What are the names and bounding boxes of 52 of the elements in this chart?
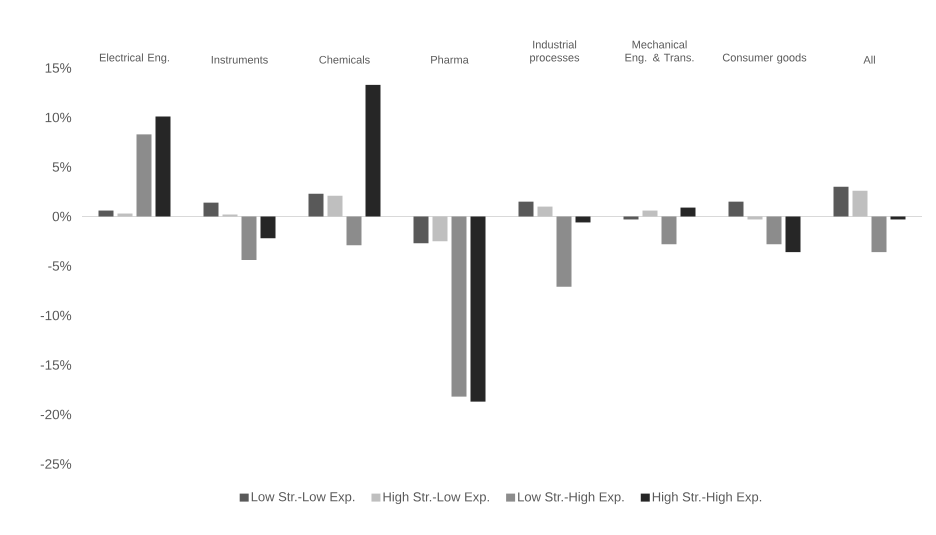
bar xyxy=(890,216,906,220)
y-tick-label: 10% xyxy=(46,112,72,122)
bar xyxy=(748,216,763,220)
bar xyxy=(136,134,152,216)
bar xyxy=(872,216,887,252)
bar xyxy=(156,116,170,216)
bar xyxy=(260,216,276,238)
legend-label: Low Str.-Low Exp. xyxy=(252,492,354,504)
x-tick-label: Electrical Eng. xyxy=(100,53,169,64)
bar xyxy=(834,186,849,216)
bar xyxy=(432,216,448,242)
bar xyxy=(624,216,639,220)
bar xyxy=(204,202,218,216)
bar xyxy=(366,84,380,216)
bar xyxy=(242,216,256,260)
legend-label: Low Str.-High Exp. xyxy=(518,492,624,504)
bar xyxy=(328,196,343,216)
legend-label: High Str.-High Exp. xyxy=(652,492,762,504)
legend-label: High Str.-Low Exp. xyxy=(384,492,489,504)
x-tick-label: Industrial processes xyxy=(530,40,580,64)
bar xyxy=(728,202,744,216)
bar xyxy=(470,216,486,402)
bar xyxy=(556,216,572,287)
y-tick-label: -25% xyxy=(40,459,72,469)
y-tick-label: -15% xyxy=(40,360,72,370)
bar xyxy=(118,214,132,216)
x-tick-label: All xyxy=(863,56,875,64)
bar xyxy=(786,216,801,252)
bar xyxy=(518,202,534,216)
y-tick-label: 5% xyxy=(52,162,72,172)
bar xyxy=(308,194,324,216)
x-tick-label: Consumer goods xyxy=(722,53,806,64)
bar xyxy=(346,216,362,246)
bar xyxy=(98,210,114,216)
y-tick-label: 0% xyxy=(52,212,72,222)
x-tick-label: Pharma xyxy=(431,56,469,64)
x-tick-label: Chemicals xyxy=(319,56,370,64)
x-tick-label: Mechanical Eng. & Trans. xyxy=(625,40,694,64)
y-tick-label: -10% xyxy=(40,310,72,320)
bar xyxy=(576,216,591,222)
bar xyxy=(538,206,553,216)
bar xyxy=(414,216,428,244)
x-tick-label: Instruments xyxy=(212,56,268,64)
y-tick-label: -20% xyxy=(40,410,72,420)
bar xyxy=(662,216,676,244)
bar xyxy=(766,216,782,244)
bar xyxy=(642,210,658,216)
y-tick-label: -5% xyxy=(48,261,72,271)
bar xyxy=(452,216,466,397)
bar xyxy=(852,190,868,216)
bar xyxy=(680,208,696,216)
y-tick-label: 15% xyxy=(46,63,72,73)
